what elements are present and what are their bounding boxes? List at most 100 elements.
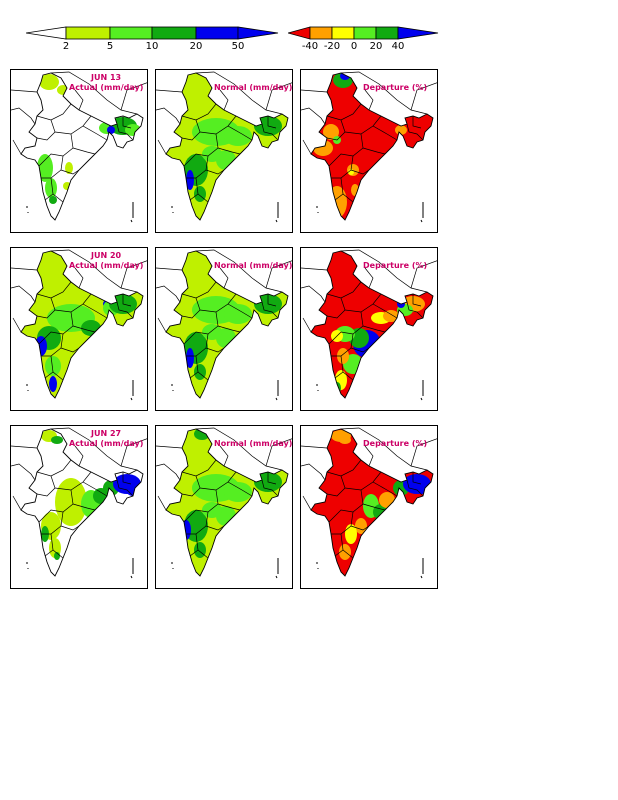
state-boundary bbox=[265, 82, 292, 111]
state-boundary bbox=[12, 495, 22, 511]
state-boundary bbox=[364, 445, 374, 467]
state-boundary bbox=[156, 285, 181, 303]
state-boundary bbox=[36, 281, 72, 299]
rainfall-blob bbox=[202, 324, 222, 340]
rainfall-fill bbox=[166, 429, 288, 576]
state-boundary bbox=[350, 347, 370, 353]
panel-title: Departure (%) bbox=[363, 261, 428, 270]
state-boundary bbox=[410, 82, 437, 111]
rainfall-blob bbox=[45, 178, 57, 198]
state-boundary bbox=[412, 116, 422, 129]
state-boundary bbox=[302, 139, 312, 155]
rainfall-blob bbox=[57, 85, 69, 95]
state-boundary bbox=[186, 333, 209, 357]
state-boundary bbox=[205, 169, 225, 175]
state-boundary bbox=[267, 472, 277, 485]
state-boundary bbox=[326, 281, 362, 299]
panel-title: Normal (mm/day) bbox=[214, 83, 293, 92]
india-outline bbox=[20, 250, 144, 399]
panel-title: Actual (mm/day) bbox=[69, 261, 144, 270]
state-boundary bbox=[205, 347, 225, 353]
state-boundary bbox=[219, 89, 229, 111]
rainfall-blob bbox=[224, 126, 252, 146]
state-boundary bbox=[52, 549, 64, 559]
island bbox=[130, 575, 133, 579]
rainfall-blob bbox=[49, 376, 57, 392]
map-panel-actual: JUN 20 Actual (mm/day) bbox=[10, 247, 148, 411]
state-boundary bbox=[342, 549, 354, 559]
state-boundary bbox=[60, 525, 80, 531]
state-boundary bbox=[12, 139, 22, 155]
india-outline bbox=[310, 250, 434, 399]
rainfall-blob bbox=[327, 186, 347, 218]
rainfall-blob bbox=[194, 542, 206, 558]
panel-date: JUN 20 bbox=[91, 251, 122, 260]
state-boundary bbox=[82, 125, 108, 141]
state-boundary bbox=[406, 301, 424, 319]
state-boundary bbox=[265, 260, 292, 289]
india-map bbox=[156, 427, 292, 579]
state-boundary bbox=[122, 294, 132, 307]
rainfall-blob bbox=[194, 364, 206, 380]
state-boundary bbox=[301, 267, 328, 271]
state-boundary bbox=[217, 503, 241, 511]
india-map bbox=[11, 427, 147, 579]
state-boundary bbox=[217, 147, 241, 155]
state-boundary bbox=[219, 445, 229, 467]
island bbox=[420, 575, 423, 579]
india-map bbox=[11, 249, 147, 401]
map-panel-actual: JUN 27 Actual (mm/day) bbox=[10, 425, 148, 589]
rainfall-tick: 2 bbox=[62, 41, 70, 52]
state-boundary bbox=[41, 511, 64, 535]
state-boundary bbox=[372, 481, 398, 497]
state-boundary bbox=[122, 472, 132, 485]
state-boundary bbox=[36, 103, 72, 121]
panel-title: Normal (mm/day) bbox=[214, 439, 293, 448]
state-boundary bbox=[340, 427, 428, 471]
rainfall-blob bbox=[345, 524, 357, 544]
state-boundary bbox=[205, 525, 225, 531]
rainfall-blob bbox=[323, 124, 339, 140]
state-boundary bbox=[11, 445, 38, 449]
state-boundary bbox=[11, 267, 38, 271]
state-boundary bbox=[116, 123, 134, 141]
rainfall-blob bbox=[224, 304, 252, 324]
island bbox=[420, 219, 423, 223]
state-boundary bbox=[11, 463, 36, 481]
state-boundary bbox=[199, 471, 237, 491]
state-boundary bbox=[301, 445, 328, 449]
map-panel-normal: Normal (mm/day) bbox=[155, 69, 293, 233]
state-boundary bbox=[82, 303, 108, 319]
india-map bbox=[301, 71, 437, 223]
india-map bbox=[301, 249, 437, 401]
state-boundary bbox=[50, 427, 138, 471]
rainfall-blob bbox=[125, 480, 141, 496]
rainfall-colorbar-ticks: 2 5 10 20 50 bbox=[26, 41, 282, 53]
departure-tick: 20 bbox=[369, 41, 383, 52]
state-boundary bbox=[36, 459, 72, 477]
state-boundary bbox=[372, 125, 398, 141]
state-boundary bbox=[181, 281, 217, 299]
state-boundary bbox=[54, 471, 92, 491]
rainfall-tick: 5 bbox=[106, 41, 114, 52]
state-boundary bbox=[410, 260, 437, 289]
island bbox=[420, 397, 423, 401]
state-boundary bbox=[74, 89, 84, 111]
state-boundary bbox=[120, 438, 147, 467]
rainfall-blob bbox=[355, 518, 367, 534]
state-boundary bbox=[120, 260, 147, 289]
state-boundary bbox=[186, 155, 209, 179]
state-boundary bbox=[181, 297, 201, 319]
state-boundary bbox=[412, 472, 422, 485]
island bbox=[130, 397, 133, 401]
state-boundary bbox=[36, 297, 56, 319]
state-boundary bbox=[267, 294, 277, 307]
state-boundary bbox=[195, 427, 283, 471]
state-boundary bbox=[265, 438, 292, 467]
state-boundary bbox=[60, 347, 80, 353]
state-boundary bbox=[301, 285, 326, 303]
state-boundary bbox=[219, 267, 229, 289]
panel-title: Departure (%) bbox=[363, 83, 428, 92]
island bbox=[275, 219, 278, 223]
state-boundary bbox=[156, 267, 183, 271]
